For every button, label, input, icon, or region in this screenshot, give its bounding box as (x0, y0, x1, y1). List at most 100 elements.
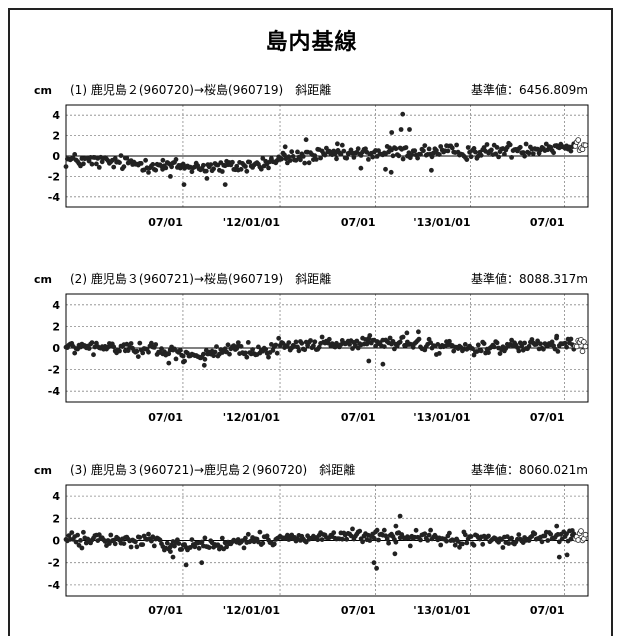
x-tick-label: 07/01 (341, 411, 376, 424)
data-point (376, 537, 381, 543)
x-tick-label: 07/01 (341, 216, 376, 229)
data-point (412, 148, 418, 154)
data-point (506, 541, 512, 546)
data-point (274, 350, 280, 356)
data-point (471, 146, 477, 151)
data-point (444, 538, 449, 544)
data-point (312, 339, 318, 345)
y-tick-label: 0 (52, 150, 60, 163)
data-point (397, 339, 403, 345)
data-point (124, 155, 130, 161)
y-tick-label: 2 (52, 130, 60, 143)
data-point (421, 148, 426, 154)
data-point (468, 154, 474, 160)
data-point (454, 142, 459, 148)
data-point (556, 539, 562, 545)
data-point (140, 542, 146, 547)
data-point (390, 153, 396, 159)
data-point (409, 152, 415, 158)
data-point (166, 351, 172, 357)
data-point (539, 539, 545, 545)
y-tick-label: 4 (52, 109, 60, 122)
data-point (72, 350, 78, 356)
data-point (295, 149, 300, 155)
data-point (286, 154, 292, 160)
data-point (451, 348, 457, 354)
data-point (429, 154, 435, 160)
data-point (562, 340, 568, 346)
data-point-outlier (564, 552, 570, 558)
data-point (447, 338, 452, 344)
data-point (471, 542, 477, 548)
data-point (264, 533, 270, 539)
data-point (244, 354, 250, 360)
data-point (245, 531, 251, 537)
data-point-outlier (358, 165, 364, 171)
data-point (96, 165, 102, 170)
data-point (189, 537, 195, 542)
data-point (99, 159, 105, 165)
data-point-open (582, 343, 589, 350)
data-point (149, 538, 154, 544)
data-point-outlier (416, 329, 421, 335)
x-tick-label: 07/01 (530, 604, 565, 617)
data-point (146, 349, 151, 355)
data-point-outlier (282, 144, 288, 150)
data-point-outlier (199, 560, 205, 566)
data-point (201, 162, 206, 168)
data-point (134, 348, 140, 354)
data-point-outlier (380, 361, 386, 367)
data-point (199, 539, 205, 545)
data-point (445, 148, 451, 154)
data-point (426, 532, 432, 538)
data-point (413, 527, 419, 533)
data-point (276, 335, 282, 341)
data-point (69, 530, 75, 535)
data-point (214, 344, 219, 349)
data-point (227, 351, 232, 357)
data-point (462, 342, 468, 347)
data-point (238, 344, 244, 349)
y-tick-label: -2 (48, 364, 60, 377)
data-point (172, 543, 177, 549)
data-point (422, 531, 428, 537)
data-point (325, 340, 331, 346)
data-point (295, 344, 300, 350)
data-point-outlier (371, 560, 377, 566)
data-point (206, 545, 212, 550)
data-point (425, 538, 431, 543)
data-point (418, 537, 423, 543)
data-point (143, 157, 149, 163)
data-point (502, 151, 507, 157)
data-point (289, 149, 295, 155)
data-point (160, 157, 166, 163)
data-point (315, 537, 321, 543)
data-point (189, 169, 195, 175)
data-point (497, 351, 503, 356)
data-point (192, 544, 198, 550)
data-point (287, 158, 293, 163)
data-point (493, 151, 499, 157)
data-point-outlier (404, 330, 410, 336)
data-point-outlier (569, 528, 575, 533)
data-point (137, 340, 143, 346)
data-point (334, 156, 339, 162)
data-point-outlier (388, 169, 394, 175)
data-point (263, 347, 269, 352)
data-point (478, 348, 484, 354)
reference-value: 基準値：6456.809m (471, 82, 588, 97)
data-point (519, 343, 525, 349)
y-tick-label: 2 (52, 512, 60, 525)
data-point (319, 537, 325, 542)
data-point-outlier (392, 551, 398, 557)
data-point (438, 542, 444, 548)
data-point (530, 151, 536, 157)
y-tick-label: -4 (48, 579, 61, 592)
data-point-open (582, 531, 589, 538)
data-point (176, 541, 182, 546)
data-point (496, 154, 501, 160)
x-tick-label: '12/01/01 (223, 411, 280, 424)
data-point (266, 354, 271, 360)
data-point (555, 349, 561, 354)
data-point (211, 353, 217, 359)
